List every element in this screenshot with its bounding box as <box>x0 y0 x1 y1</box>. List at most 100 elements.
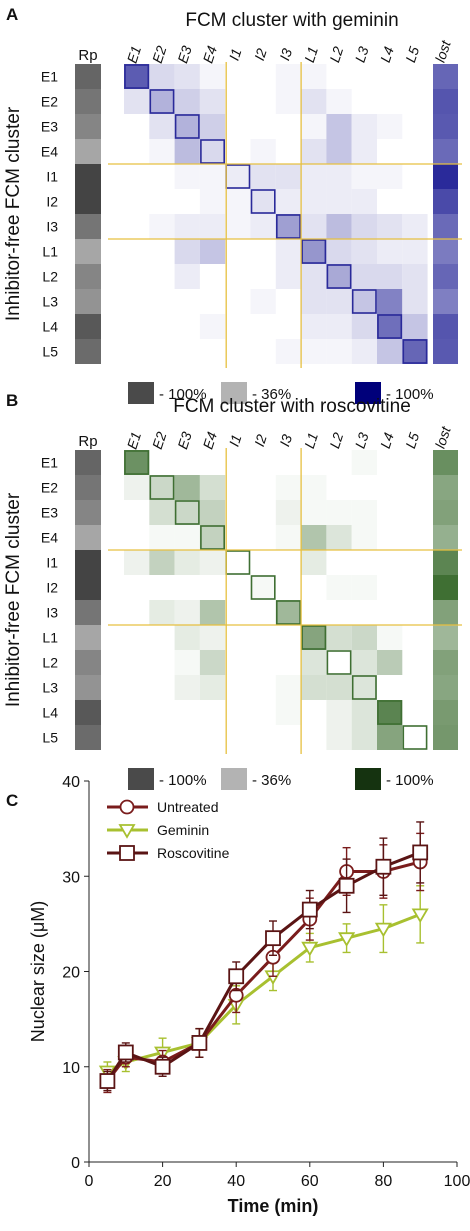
row-label: L3 <box>42 680 58 696</box>
legend-swatch <box>128 768 154 790</box>
heatmap-cell <box>301 500 327 525</box>
y-tick-label: 10 <box>62 1060 80 1077</box>
heatmap-cell <box>275 675 302 700</box>
heatmap-cell <box>174 164 200 189</box>
heatmap-cell <box>250 139 276 164</box>
heatmap-cell <box>326 289 352 314</box>
column-label: L4 <box>377 430 397 450</box>
heatmap-cell <box>326 725 352 750</box>
heatmap-cell <box>301 525 327 550</box>
lost-cell <box>433 675 458 700</box>
heatmap-cell <box>402 289 428 314</box>
column-label: E2 <box>149 430 170 451</box>
lost-cell <box>433 189 458 214</box>
data-point-square <box>99 1073 116 1089</box>
diagonal-cell-outline <box>377 314 403 339</box>
diagonal-cell-outline <box>351 675 377 700</box>
heatmap-cell <box>301 114 327 139</box>
rp-cell <box>75 189 101 214</box>
data-point-triangle <box>118 824 136 839</box>
heatmap-cell <box>225 189 251 214</box>
lost-cell <box>433 700 458 725</box>
data-point-triangle <box>374 922 392 938</box>
heatmap-cell <box>199 89 226 114</box>
heatmap-cell <box>225 164 251 189</box>
heatmap-cell <box>301 139 327 164</box>
data-point-triangle <box>301 941 319 957</box>
heatmap-cell <box>199 239 226 264</box>
heatmap-cell <box>275 189 302 214</box>
heatmap-cell <box>377 725 403 750</box>
x-tick-label: 20 <box>154 1173 172 1190</box>
heatmap-cell <box>377 700 403 725</box>
x-tick-label: 60 <box>301 1173 319 1190</box>
heatmap-cell <box>402 339 428 364</box>
heatmap-cell <box>174 239 200 264</box>
diagonal-cell-outline <box>149 475 175 500</box>
lost-cell <box>433 139 458 164</box>
legend-label: Untreated <box>157 799 218 815</box>
heatmap-cell <box>351 164 377 189</box>
lost-cell <box>433 289 458 314</box>
heatmap-cell <box>377 289 403 314</box>
diagonal-cell-outline <box>351 289 377 314</box>
column-label: E2 <box>149 44 170 65</box>
column-label: I1 <box>226 432 245 448</box>
chart-legend: Untreated Geminin Roscovitine <box>107 799 230 861</box>
diagonal-cell-outline <box>402 339 428 364</box>
lost-cell <box>433 550 458 575</box>
heatmap-cell <box>301 550 327 575</box>
heatmap-cell <box>124 550 150 575</box>
rp-cell <box>75 239 101 264</box>
rp-cell <box>75 264 101 289</box>
heatmap-cell <box>174 264 200 289</box>
rp-cell <box>75 214 101 239</box>
column-label: E3 <box>174 44 195 65</box>
diagonal-cell-outline <box>174 114 200 139</box>
heatmap-cell <box>301 475 327 500</box>
column-label: L4 <box>377 44 397 64</box>
heatmap-cell <box>301 239 327 264</box>
row-label: E4 <box>41 144 58 160</box>
heatmap-cell <box>275 339 302 364</box>
heatmap-cell <box>326 575 352 600</box>
column-label: E4 <box>200 44 221 65</box>
data-point-square <box>375 858 392 875</box>
column-label: L3 <box>352 44 372 64</box>
lost-cell <box>433 214 458 239</box>
y-tick-label: 40 <box>62 774 80 791</box>
heatmap-cell <box>351 725 377 750</box>
heatmap-cell <box>124 89 150 114</box>
rp-cell <box>75 114 101 139</box>
heatmap-cell <box>326 189 352 214</box>
data-point-square <box>154 1058 171 1075</box>
heatmap-cell <box>275 89 302 114</box>
legend-label: Geminin <box>157 822 209 838</box>
heatmap-cell <box>377 114 403 139</box>
rp-cell <box>75 725 101 750</box>
heatmap-cell <box>351 264 377 289</box>
heatmap-cell <box>174 89 200 114</box>
heatmap-cell <box>301 89 327 114</box>
heatmap-cell <box>377 214 403 239</box>
diagonal-cell-outline <box>275 214 301 239</box>
lost-cell <box>433 525 458 550</box>
x-tick-label: 40 <box>227 1173 245 1190</box>
heatmap-cell <box>377 264 403 289</box>
lost-cell <box>433 239 458 264</box>
column-label: L1 <box>301 431 321 451</box>
lost-cell <box>433 450 458 475</box>
heatmap-cell <box>301 339 327 364</box>
heatmap-cell <box>199 214 226 239</box>
lost-cell <box>433 475 458 500</box>
row-label: E2 <box>41 480 58 496</box>
column-label: L2 <box>326 44 346 64</box>
heatmap-cell <box>199 550 226 575</box>
heatmap-cell <box>377 339 403 364</box>
column-label: I2 <box>251 46 270 62</box>
row-label: E2 <box>41 94 58 110</box>
heatmap-cell <box>250 189 276 214</box>
heatmap-cell <box>174 675 200 700</box>
series-line <box>106 912 421 1073</box>
